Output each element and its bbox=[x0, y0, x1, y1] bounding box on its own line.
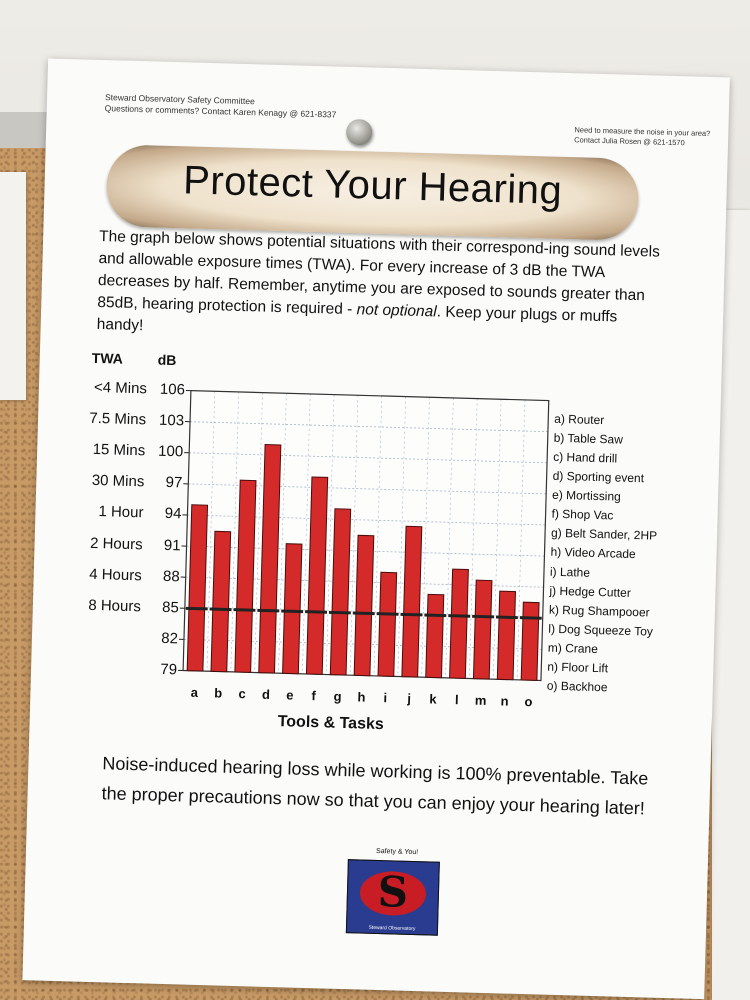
threshold-mark-d bbox=[257, 608, 280, 613]
push-pin-icon bbox=[345, 118, 373, 146]
intro-paragraph: The graph below shows potential situatio… bbox=[96, 226, 665, 352]
grid-line-v bbox=[492, 399, 502, 680]
threshold-mark-m bbox=[472, 614, 495, 619]
logo-caption: Safety & You! bbox=[375, 847, 419, 857]
threshold-mark-n bbox=[495, 615, 518, 620]
grid-line-v bbox=[302, 393, 311, 674]
bar-n bbox=[496, 590, 517, 681]
grid-line-v bbox=[349, 395, 359, 676]
grid-line-v bbox=[206, 391, 216, 672]
x-tick-i: i bbox=[383, 690, 388, 706]
grid-line-v bbox=[445, 397, 454, 678]
bar-f bbox=[305, 476, 329, 675]
grid-line-v bbox=[254, 392, 263, 673]
x-tick-f: f bbox=[311, 688, 317, 704]
grid-line-v bbox=[373, 395, 383, 676]
prevention-message: Noise-induced hearing loss while working… bbox=[101, 753, 649, 819]
bar-m bbox=[472, 579, 493, 680]
x-tick-o: o bbox=[524, 694, 533, 710]
grid-line-v bbox=[278, 393, 287, 674]
bar-d bbox=[258, 444, 282, 674]
threshold-mark-g bbox=[328, 610, 351, 615]
page-title: Protect Your Hearing bbox=[182, 158, 563, 213]
bar-i bbox=[377, 571, 398, 677]
legend-item: j) Hedge Cutter bbox=[549, 583, 632, 600]
bar-k bbox=[425, 593, 445, 679]
x-tick-h: h bbox=[357, 689, 366, 705]
x-axis-title: Tools & Tasks bbox=[277, 713, 385, 734]
threshold-mark-c bbox=[233, 608, 256, 612]
logo-letter: S bbox=[377, 867, 409, 917]
legend-item: k) Rug Shampooer bbox=[548, 602, 650, 620]
left-paper-edge bbox=[0, 172, 26, 400]
threshold-mark-l bbox=[448, 614, 471, 618]
threshold-mark-f bbox=[305, 610, 328, 614]
x-tick-n: n bbox=[500, 693, 509, 709]
legend-item: o) Backhoe bbox=[546, 678, 608, 695]
noise-measure-header: Need to measure the noise in your area? … bbox=[574, 125, 710, 149]
logo-footer: Steward Observatory bbox=[368, 924, 416, 933]
x-tick-l: l bbox=[454, 692, 459, 708]
legend-item: a) Router bbox=[554, 411, 605, 428]
legend-item: e) Mortissing bbox=[551, 487, 621, 504]
bar-a bbox=[186, 504, 209, 672]
threshold-mark-j bbox=[400, 612, 423, 617]
x-tick-m: m bbox=[474, 692, 487, 708]
bar-plot bbox=[178, 389, 550, 682]
x-tick-b: b bbox=[214, 685, 223, 701]
bar-b bbox=[210, 530, 232, 673]
bar-c bbox=[234, 479, 257, 673]
legend-item: f) Shop Vac bbox=[551, 507, 614, 523]
grid-line-v bbox=[397, 396, 406, 677]
threshold-mark-i bbox=[376, 612, 399, 616]
legend-item: d) Sporting event bbox=[552, 468, 645, 486]
committee-header: Steward Observatory Safety Committee Que… bbox=[105, 92, 337, 120]
legend-item: h) Video Arcade bbox=[550, 545, 636, 562]
x-tick-j: j bbox=[407, 690, 412, 706]
x-tick-g: g bbox=[333, 688, 342, 704]
threshold-mark-a bbox=[185, 606, 208, 611]
legend-item: l) Dog Squeeze Toy bbox=[548, 621, 654, 639]
legend-item: n) Floor Lift bbox=[547, 659, 609, 676]
bar-h bbox=[353, 534, 375, 677]
x-tick-e: e bbox=[286, 687, 294, 703]
threshold-mark-o bbox=[519, 616, 542, 620]
legend-item: g) Belt Sander, 2HP bbox=[550, 526, 658, 544]
legend-item: b) Table Saw bbox=[553, 430, 624, 447]
title-banner: Protect Your Hearing bbox=[105, 144, 640, 241]
threshold-mark-k bbox=[424, 613, 447, 618]
threshold-mark-b bbox=[209, 607, 232, 612]
legend-item: m) Crane bbox=[547, 640, 599, 656]
threshold-mark-h bbox=[352, 611, 375, 616]
x-tick-d: d bbox=[261, 686, 271, 702]
bar-g bbox=[329, 508, 352, 676]
threshold-mark-e bbox=[281, 609, 304, 614]
x-tick-a: a bbox=[190, 684, 199, 700]
legend-item: i) Lathe bbox=[549, 564, 591, 580]
bar-o bbox=[520, 601, 540, 681]
hearing-flyer: Steward Observatory Safety Committee Que… bbox=[22, 58, 730, 1000]
bar-j bbox=[401, 525, 423, 678]
x-tick-k: k bbox=[429, 691, 437, 707]
bar-l bbox=[449, 568, 469, 679]
x-tick-c: c bbox=[238, 686, 246, 702]
grid-line-v bbox=[469, 398, 478, 679]
intro-italic: not optional bbox=[356, 301, 437, 321]
safety-logo: S Steward Observatory bbox=[345, 859, 440, 936]
bar-e bbox=[282, 543, 303, 675]
legend-item: c) Hand drill bbox=[553, 449, 618, 466]
exposure-chart: TWA dB <4 Mins 7.5 Mins 15 Mins 30 Mins 1 Ho… bbox=[29, 348, 722, 757]
